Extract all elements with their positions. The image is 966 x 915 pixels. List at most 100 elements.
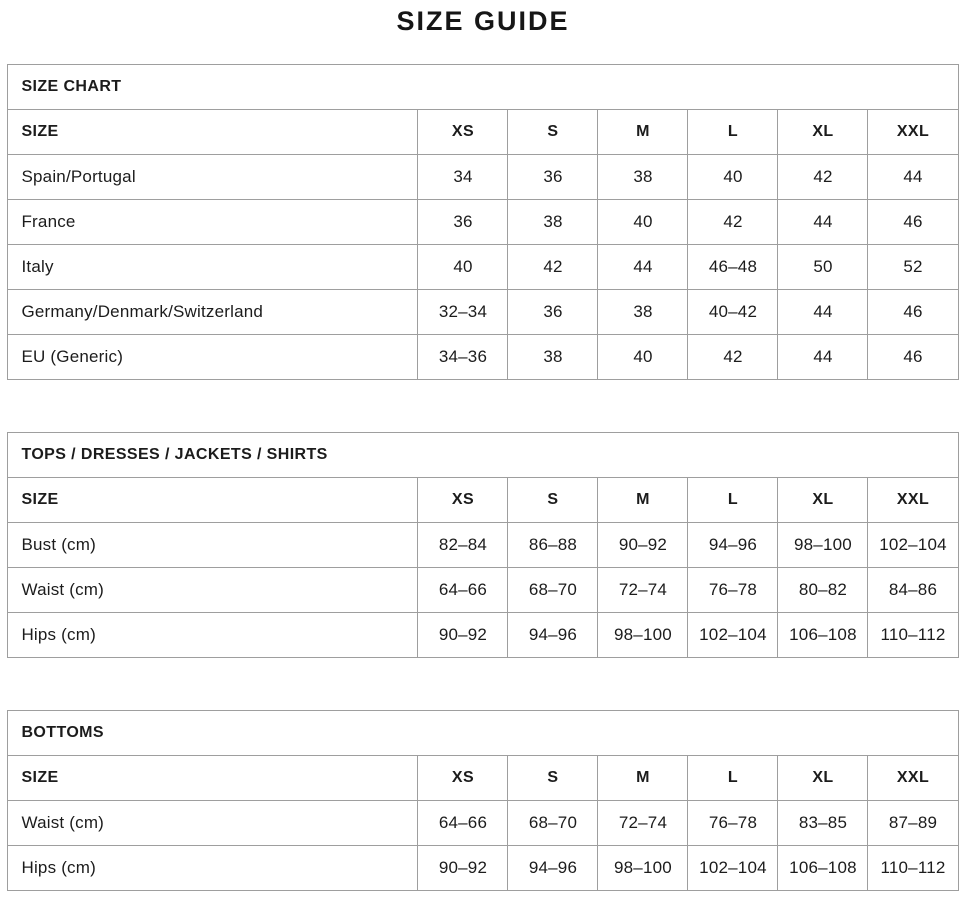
size-value-cell: 80–82 [777,567,869,613]
size-column-header: XS [417,477,509,523]
row-label: Waist (cm) [7,567,419,613]
row-label: Bust (cm) [7,522,419,568]
size-column-header: XXL [867,477,959,523]
size-value-cell: 46 [867,334,959,380]
table-header-row: SIZE XS S M L XL XXL [7,477,959,523]
row-label: Spain/Portugal [7,154,419,200]
size-value-cell: 110–112 [867,845,959,891]
size-value-cell: 72–74 [597,800,689,846]
table-section-row: TOPS / DRESSES / JACKETS / SHIRTS [7,432,959,478]
size-value-cell: 84–86 [867,567,959,613]
size-value-cell: 94–96 [507,612,599,658]
size-value-cell: 90–92 [417,612,509,658]
size-table: BOTTOMS SIZE XS S M L XL XXL Waist (cm) 64–66 68–7… [7,710,959,891]
row-label: Waist (cm) [7,800,419,846]
size-value-cell: 83–85 [777,800,869,846]
size-value-cell: 44 [777,199,869,245]
size-table: SIZE CHART SIZE XS S M L XL XXL Spain/Portugal 34… [7,64,959,380]
size-value-cell: 34–36 [417,334,509,380]
row-label: EU (Generic) [7,334,419,380]
size-value-cell: 82–84 [417,522,509,568]
size-value-cell: 87–89 [867,800,959,846]
size-value-cell: 36 [507,289,599,335]
size-column-header: S [507,755,599,801]
size-value-cell: 42 [507,244,599,290]
size-value-cell: 98–100 [777,522,869,568]
size-column-header: S [507,477,599,523]
table-section-title: TOPS / DRESSES / JACKETS / SHIRTS [7,432,959,478]
table-section-title: SIZE CHART [7,64,959,110]
size-column-header: L [687,477,779,523]
table-row: Waist (cm) 64–66 68–70 72–74 76–78 80–82 84–86 [7,567,959,613]
size-header-label: SIZE [7,477,419,523]
size-value-cell: 64–66 [417,800,509,846]
size-value-cell: 102–104 [687,612,779,658]
size-value-cell: 40–42 [687,289,779,335]
size-value-cell: 86–88 [507,522,599,568]
size-value-cell: 38 [507,199,599,245]
table-row: Hips (cm) 90–92 94–96 98–100 102–104 106–108 1… [7,845,959,891]
size-column-header: S [507,109,599,155]
size-column-header: M [597,109,689,155]
size-value-cell: 50 [777,244,869,290]
size-guide-page: SIZE GUIDE SIZE CHART SIZE XS S M L XL XXL Spain… [0,4,966,891]
size-value-cell: 90–92 [417,845,509,891]
table-row: EU (Generic) 34–36 38 40 42 44 46 [7,334,959,380]
size-value-cell: 94–96 [687,522,779,568]
size-value-cell: 106–108 [777,845,869,891]
size-value-cell: 68–70 [507,800,599,846]
table-row: Germany/Denmark/Switzerland 32–34 36 38 40–4… [7,289,959,335]
size-value-cell: 90–92 [597,522,689,568]
size-column-header: M [597,477,689,523]
size-value-cell: 94–96 [507,845,599,891]
size-column-header: XS [417,755,509,801]
size-value-cell: 40 [597,199,689,245]
size-value-cell: 40 [687,154,779,200]
table-row: Italy 40 42 44 46–48 50 52 [7,244,959,290]
size-column-header: L [687,109,779,155]
size-value-cell: 42 [687,334,779,380]
size-value-cell: 98–100 [597,612,689,658]
table-section-row: SIZE CHART [7,64,959,110]
table-row: Hips (cm) 90–92 94–96 98–100 102–104 106–108 1… [7,612,959,658]
size-column-header: XL [777,477,869,523]
table-section-title: BOTTOMS [7,710,959,756]
size-tables: SIZE CHART SIZE XS S M L XL XXL Spain/Portugal 34… [0,64,966,891]
size-value-cell: 106–108 [777,612,869,658]
size-value-cell: 64–66 [417,567,509,613]
size-value-cell: 38 [597,289,689,335]
size-value-cell: 36 [417,199,509,245]
row-label: Germany/Denmark/Switzerland [7,289,419,335]
table-row: Waist (cm) 64–66 68–70 72–74 76–78 83–85 87–89 [7,800,959,846]
size-value-cell: 34 [417,154,509,200]
size-value-cell: 72–74 [597,567,689,613]
table-row: France 36 38 40 42 44 46 [7,199,959,245]
size-value-cell: 38 [597,154,689,200]
row-label: Italy [7,244,419,290]
row-label: France [7,199,419,245]
size-header-label: SIZE [7,109,419,155]
row-label: Hips (cm) [7,845,419,891]
size-value-cell: 38 [507,334,599,380]
size-value-cell: 42 [777,154,869,200]
size-column-header: XS [417,109,509,155]
size-value-cell: 110–112 [867,612,959,658]
table-row: Spain/Portugal 34 36 38 40 42 44 [7,154,959,200]
size-value-cell: 46 [867,199,959,245]
size-value-cell: 46–48 [687,244,779,290]
size-value-cell: 40 [597,334,689,380]
size-value-cell: 76–78 [687,567,779,613]
size-value-cell: 44 [597,244,689,290]
size-value-cell: 32–34 [417,289,509,335]
size-column-header: XL [777,755,869,801]
table-section-row: BOTTOMS [7,710,959,756]
size-value-cell: 42 [687,199,779,245]
size-column-header: XXL [867,755,959,801]
size-value-cell: 68–70 [507,567,599,613]
size-value-cell: 98–100 [597,845,689,891]
size-value-cell: 40 [417,244,509,290]
size-column-header: XXL [867,109,959,155]
table-row: Bust (cm) 82–84 86–88 90–92 94–96 98–100 102–1… [7,522,959,568]
table-header-row: SIZE XS S M L XL XXL [7,109,959,155]
size-value-cell: 44 [777,334,869,380]
